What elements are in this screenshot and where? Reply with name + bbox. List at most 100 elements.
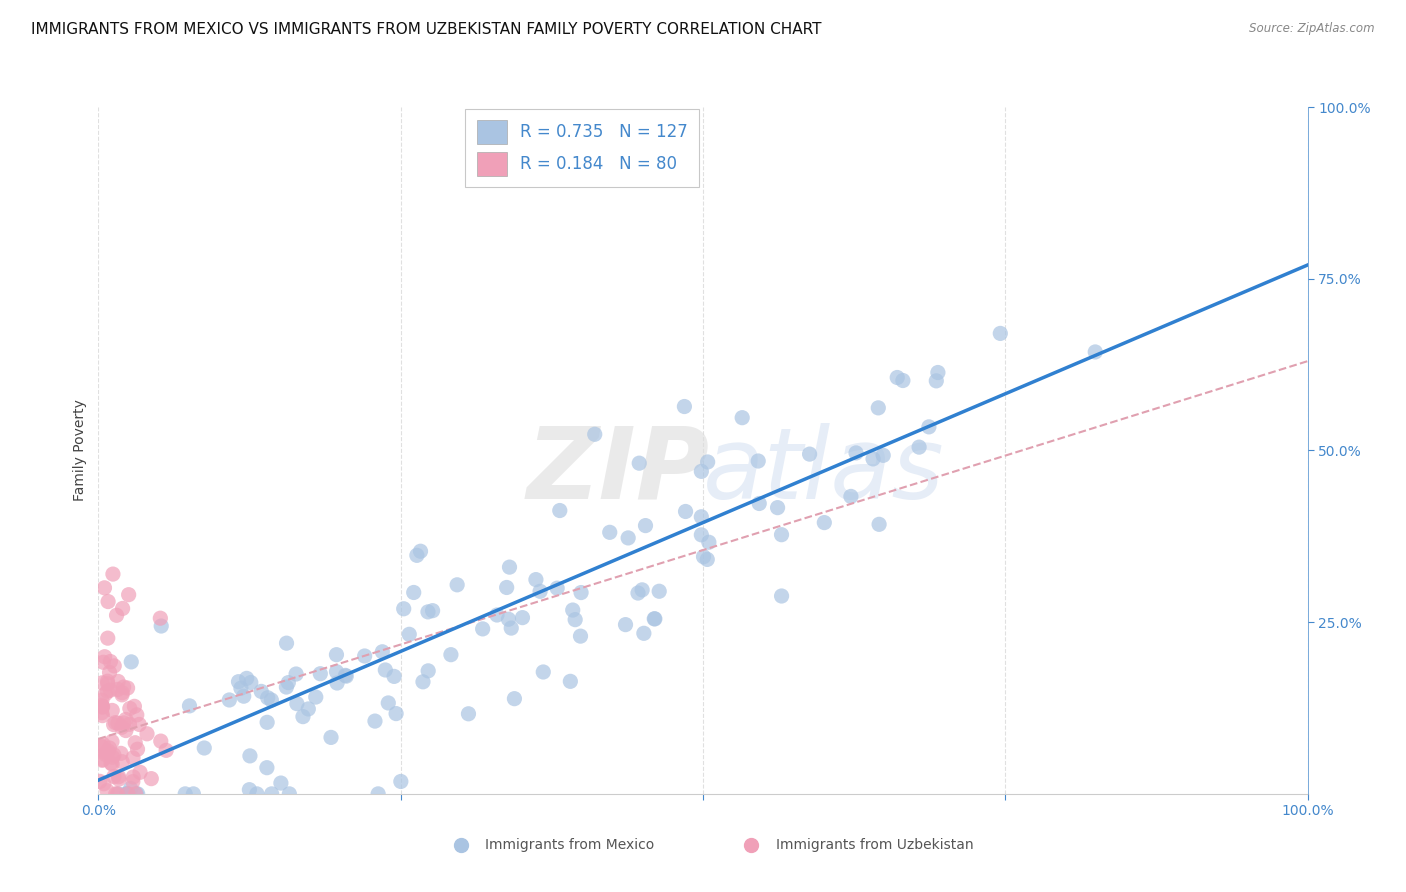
Point [319, 731, 342, 745]
Point [485, 607, 508, 622]
Point [326, 676, 349, 690]
Point [98, 741, 121, 756]
Point [696, 552, 718, 566]
Point [770, 589, 793, 603]
Point [276, 680, 298, 694]
Point [107, 787, 129, 801]
Point [112, 680, 135, 694]
Point [103, 717, 125, 731]
Point [97, 631, 120, 645]
Point [512, 610, 534, 624]
Point [891, 374, 914, 388]
Point [93, 777, 115, 791]
Point [696, 455, 718, 469]
Point [91, 655, 114, 669]
Point [561, 603, 583, 617]
Point [927, 366, 949, 380]
Point [93, 581, 115, 595]
Point [101, 734, 124, 748]
Point [374, 663, 396, 677]
Point [446, 578, 468, 592]
Point [305, 690, 328, 704]
Point [335, 668, 357, 682]
Point [101, 703, 124, 717]
Point [471, 622, 494, 636]
Point [377, 696, 399, 710]
Point [697, 535, 720, 549]
Text: ZIP: ZIP [527, 423, 710, 519]
Point [692, 549, 714, 564]
Point [392, 601, 415, 615]
Point [371, 645, 394, 659]
Point [402, 585, 425, 599]
Point [422, 604, 444, 618]
Point [117, 787, 139, 801]
Point [103, 770, 125, 784]
Point [382, 669, 405, 683]
Point [531, 665, 554, 679]
Point [569, 629, 592, 643]
Point [235, 672, 257, 686]
Point [450, 838, 472, 853]
Point [406, 549, 429, 563]
Point [250, 684, 273, 698]
Point [813, 516, 835, 530]
Point [98, 665, 121, 680]
Point [118, 717, 141, 731]
Point [238, 782, 260, 797]
Point [90, 693, 112, 707]
Point [111, 755, 134, 769]
Point [128, 717, 150, 731]
Point [90, 706, 112, 720]
Point [498, 612, 520, 626]
Point [908, 440, 931, 454]
Point [96, 746, 118, 760]
Point [111, 688, 134, 702]
Point [91, 753, 114, 767]
Point [770, 527, 793, 541]
Point [278, 787, 301, 801]
Point [91, 738, 114, 752]
Point [675, 504, 697, 518]
Point [100, 683, 122, 698]
Point [868, 517, 890, 532]
Point [634, 518, 657, 533]
Point [583, 427, 606, 442]
Point [122, 770, 145, 784]
Point [614, 617, 637, 632]
Point [97, 677, 120, 691]
Point [1084, 345, 1107, 359]
Point [115, 787, 138, 801]
Point [91, 699, 114, 714]
Point [285, 667, 308, 681]
Point [193, 741, 215, 756]
Point [183, 787, 205, 801]
Point [569, 585, 592, 599]
Point [111, 686, 134, 700]
Point [839, 490, 862, 504]
Point [799, 447, 821, 461]
Point [94, 747, 117, 762]
Point [155, 743, 177, 757]
Point [107, 682, 129, 697]
Point [418, 664, 440, 678]
Point [101, 750, 124, 764]
Point [690, 509, 713, 524]
Point [117, 681, 139, 695]
Point [124, 736, 146, 750]
Legend: R = 0.735   N = 127, R = 0.184   N = 80: R = 0.735 N = 127, R = 0.184 N = 80 [465, 109, 699, 187]
Point [115, 713, 138, 727]
Point [643, 612, 665, 626]
Point [110, 747, 132, 761]
Point [256, 761, 278, 775]
Text: Source: ZipAtlas.com: Source: ZipAtlas.com [1250, 22, 1375, 36]
Point [97, 744, 120, 758]
Point [107, 674, 129, 689]
Point [117, 787, 139, 801]
Point [297, 702, 319, 716]
Point [97, 594, 120, 608]
Point [628, 456, 651, 470]
Point [90, 698, 112, 713]
Point [918, 420, 941, 434]
Point [416, 605, 439, 619]
